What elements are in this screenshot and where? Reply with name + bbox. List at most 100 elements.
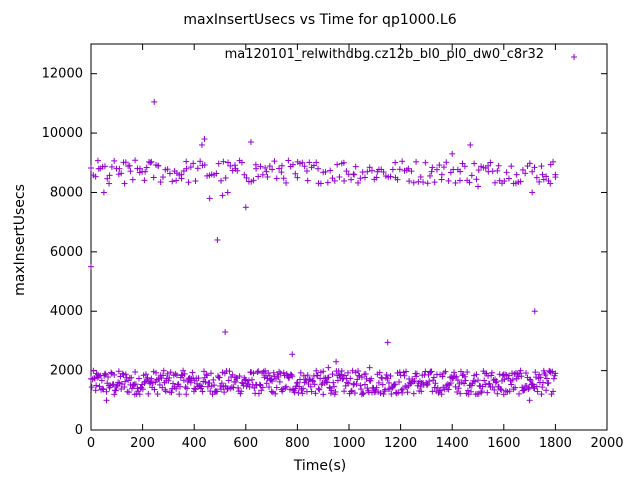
data-point: [420, 179, 427, 186]
data-point: [256, 381, 263, 388]
data-point: [90, 367, 97, 374]
data-point: [325, 374, 332, 381]
data-point: [110, 381, 117, 388]
data-point: [106, 172, 113, 179]
data-point: [533, 383, 540, 390]
data-point: [111, 391, 118, 398]
data-point: [454, 389, 461, 396]
data-point: [180, 367, 187, 374]
data-point: [432, 380, 439, 387]
y-tick-label: 12000: [42, 67, 83, 82]
data-point: [94, 157, 101, 164]
data-point: [224, 386, 231, 393]
data-point: [108, 163, 115, 170]
data-point: [543, 387, 550, 394]
data-point: [495, 162, 502, 169]
data-point: [315, 385, 322, 392]
data-point: [479, 383, 486, 390]
x-tick-label: 600: [233, 436, 258, 451]
data-point: [98, 377, 105, 384]
data-point: [112, 387, 119, 394]
data-point: [294, 174, 301, 181]
data-point: [355, 179, 362, 186]
data-point: [488, 372, 495, 379]
data-point: [111, 157, 118, 164]
data-point: [132, 381, 139, 388]
data-point: [204, 383, 211, 390]
data-point: [308, 388, 315, 395]
data-point: [312, 390, 319, 397]
data-point: [311, 381, 318, 388]
data-point: [537, 374, 544, 381]
y-axis-label: maxInsertUsecs: [12, 184, 28, 296]
data-point: [549, 368, 556, 375]
data-point: [324, 379, 331, 386]
data-point: [294, 379, 301, 386]
data-point: [263, 380, 270, 387]
data-point: [280, 175, 287, 182]
data-point: [533, 174, 540, 181]
data-point: [254, 369, 261, 376]
data-point: [250, 177, 257, 184]
data-point: [428, 368, 435, 375]
data-point: [384, 339, 391, 346]
data-point: [410, 179, 417, 186]
data-point: [473, 371, 480, 378]
legend-marker: [571, 54, 577, 60]
data-point: [350, 171, 357, 178]
data-point: [403, 167, 410, 174]
data-point: [134, 385, 141, 392]
data-point: [268, 388, 275, 395]
data-point: [173, 177, 180, 184]
data-point: [129, 385, 136, 392]
data-point: [347, 375, 354, 382]
data-point: [443, 159, 450, 166]
data-point: [509, 376, 516, 383]
data-point: [539, 384, 546, 391]
data-point: [344, 369, 351, 376]
data-point: [276, 378, 283, 385]
data-point: [471, 378, 478, 385]
data-point: [388, 390, 395, 397]
data-point: [452, 383, 459, 390]
data-point: [217, 382, 224, 389]
data-point: [500, 391, 507, 398]
data-point: [103, 388, 110, 395]
data-point: [176, 391, 183, 398]
data-point: [475, 377, 481, 384]
data-point: [243, 174, 250, 181]
data-point: [403, 368, 410, 375]
data-point: [529, 168, 536, 175]
data-point: [282, 384, 289, 391]
data-point: [285, 157, 292, 164]
data-point: [475, 183, 481, 190]
data-point: [529, 189, 536, 196]
data-point: [216, 374, 223, 381]
data-point: [221, 389, 228, 396]
data-point: [207, 370, 214, 377]
data-point: [383, 371, 390, 378]
data-point: [377, 390, 384, 397]
data-point: [327, 390, 334, 397]
data-point: [178, 371, 185, 378]
data-point: [242, 376, 249, 383]
data-point: [122, 371, 129, 378]
data-point: [468, 172, 475, 179]
data-point: [334, 161, 341, 168]
data-point: [113, 165, 120, 172]
data-point: [266, 163, 273, 170]
data-point: [118, 381, 125, 388]
data-point: [428, 168, 435, 175]
data-point: [387, 372, 394, 379]
data-point: [259, 384, 266, 391]
data-point: [132, 368, 139, 375]
data-point: [498, 387, 505, 394]
data-point: [135, 388, 142, 395]
data-point: [539, 171, 546, 178]
data-point: [422, 368, 429, 375]
data-point: [88, 384, 95, 391]
data-point: [550, 388, 557, 395]
data-point: [531, 164, 538, 171]
data-point: [438, 391, 445, 398]
data-point: [145, 390, 152, 397]
